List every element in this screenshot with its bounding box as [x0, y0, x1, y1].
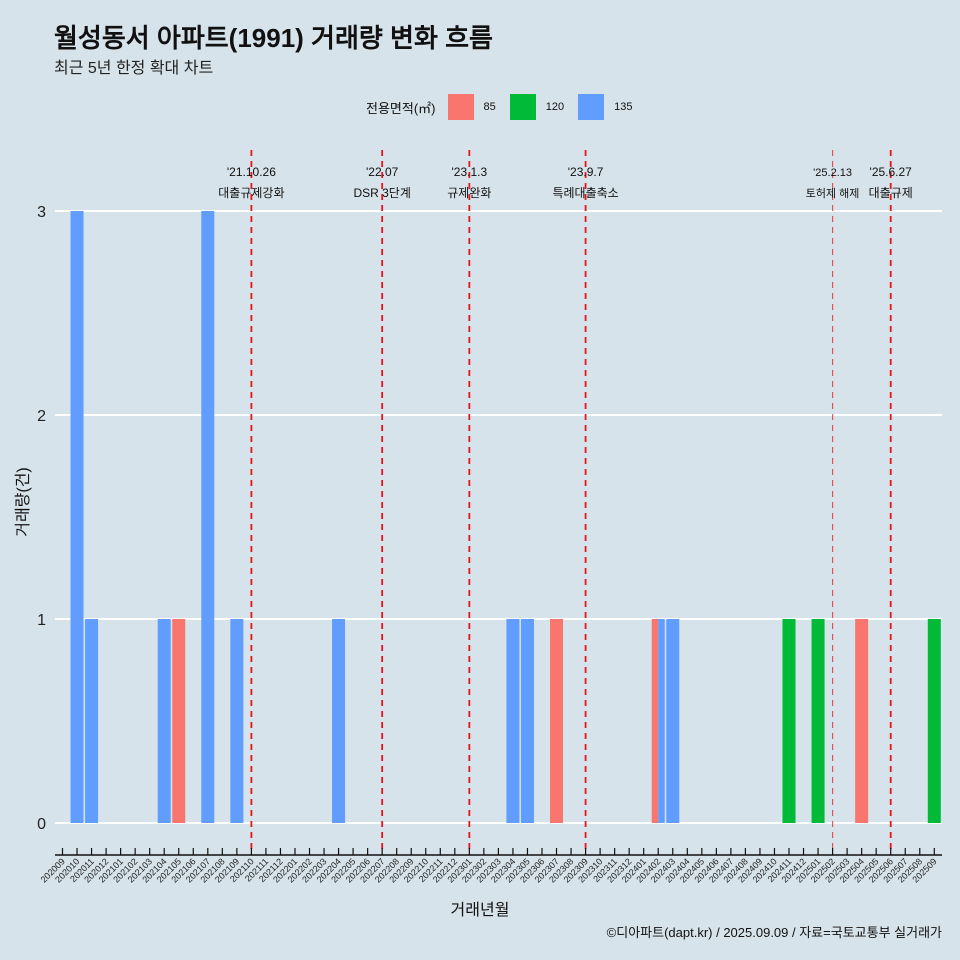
legend-title: 전용면적(㎡)	[366, 100, 436, 116]
legend-label-120: 120	[545, 101, 565, 113]
event-date: '25.6.27	[870, 165, 913, 179]
bar-202010-135	[70, 211, 84, 823]
bar-202402-135	[658, 619, 665, 823]
bar-202504-85	[855, 619, 869, 823]
y-axis-label: 거래량(건)	[14, 467, 32, 537]
legend-swatch-135	[578, 94, 605, 120]
bar-202501-120	[811, 619, 825, 823]
legend-label-85: 85	[483, 101, 496, 113]
event-label: 대출규제강화	[218, 186, 284, 200]
chart-title: 월성동서 아파트(1991) 거래량 변화 흐름	[54, 23, 493, 53]
legend-label-135: 135	[614, 101, 633, 113]
caption: ©디아파트(dapt.kr) / 2025.09.09 / 자료=국토교통부 실…	[606, 925, 942, 940]
y-tick-label: 3	[37, 204, 46, 221]
bar-202411-120	[782, 619, 796, 823]
y-tick-label: 0	[37, 816, 46, 833]
event-label: 규제완화	[447, 186, 491, 200]
event-label: 토허제 해제	[806, 186, 860, 200]
legend-swatch-120	[509, 94, 536, 120]
bar-202509-120	[927, 619, 941, 823]
y-tick-label: 1	[37, 612, 46, 629]
y-tick-label: 2	[37, 408, 46, 425]
bar-202307-85	[550, 619, 564, 823]
bar-202104-135	[157, 619, 171, 823]
bar-202011-135	[85, 619, 99, 823]
bar-202204-135	[332, 619, 346, 823]
event-label: 대출규제	[869, 186, 913, 200]
event-date: '21.10.26	[227, 165, 276, 179]
event-date: '23.9.7	[568, 165, 604, 179]
chart-subtitle: 최근 5년 한정 확대 차트	[54, 60, 214, 77]
bar-202403-135	[666, 619, 680, 823]
x-axis-label: 거래년월	[450, 902, 510, 919]
bar-202107-135	[201, 211, 215, 823]
legend-swatch-85	[447, 94, 474, 120]
event-label: 특례대출축소	[552, 186, 618, 200]
event-label: DSR 3단계	[353, 186, 410, 200]
bar-202109-135	[230, 619, 244, 823]
event-date: '23.1.3	[452, 165, 488, 179]
bar-202105-85	[172, 619, 186, 823]
legend: 전용면적(㎡) 85 120 135	[366, 94, 646, 120]
bar-202305-135	[520, 619, 534, 823]
event-date: '22.07	[366, 165, 399, 179]
bar-202402-85	[651, 619, 659, 823]
event-date: '25.2.13	[813, 167, 852, 179]
bar-202304-135	[506, 619, 520, 823]
